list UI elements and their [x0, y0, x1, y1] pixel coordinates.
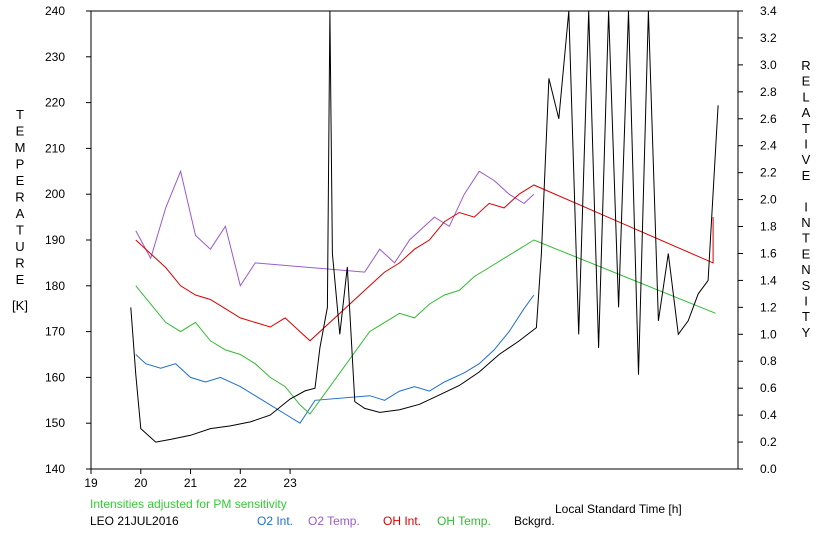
y-right-tick-label: 2.8 — [760, 85, 777, 99]
legend-item: OH Temp. — [437, 514, 491, 528]
y-left-tick-label: 150 — [45, 416, 65, 430]
y-right-tick-label: 1.4 — [760, 273, 777, 287]
y-left-tick-label: 140 — [45, 462, 65, 476]
y-left-tick-label: 240 — [45, 4, 65, 18]
y-right-tick-label: 1.8 — [760, 220, 777, 234]
station-date: LEO 21JUL2016 — [90, 514, 179, 528]
series-layer — [130, 10, 719, 443]
y-right-tick-label: 3.2 — [760, 31, 777, 45]
y-right-tick-label: 0.6 — [760, 381, 777, 395]
y-left-tick-label: 210 — [45, 141, 65, 155]
sensitivity-note: Intensities adjusted for PM sensitivity — [90, 497, 287, 511]
y-right-tick-label: 2.6 — [760, 112, 777, 126]
series-o2-temp — [135, 169, 535, 288]
y-right-tick-label: 2.0 — [760, 193, 777, 207]
legend-item: OH Int. — [383, 514, 422, 528]
y-right-tick-label: 3.0 — [760, 58, 777, 72]
y-right-tick-label: 0.2 — [760, 435, 777, 449]
y-right-tick-label: 0.4 — [760, 408, 777, 422]
x-tick-label: 21 — [184, 476, 198, 490]
x-tick-label: 23 — [283, 476, 297, 490]
y-left-tick-label: 230 — [45, 50, 65, 64]
y-left-tick-label: 190 — [45, 233, 65, 247]
y-right-tick-label: 0.8 — [760, 354, 777, 368]
y-right-tick-label: 0.0 — [760, 462, 777, 476]
y-left-tick-label: 180 — [45, 279, 65, 293]
y-axis-left-unit: [K] — [12, 298, 28, 313]
x-axis-label: Local Standard Time [h] — [555, 502, 682, 516]
axes: 1920212223012345678140150160170180190200… — [45, 4, 777, 490]
legend-item: Bckgrd. — [514, 514, 555, 528]
series-oh-int — [135, 184, 714, 342]
y-right-tick-label: 2.4 — [760, 139, 777, 153]
series-bckgrd — [130, 10, 719, 443]
y-right-tick-label: 1.2 — [760, 300, 777, 314]
plot-frame — [90, 10, 739, 470]
series-o2-int — [135, 294, 535, 424]
legend-item: O2 Int. — [257, 514, 294, 528]
x-tick-label: 22 — [234, 476, 248, 490]
y-left-tick-label: 220 — [45, 96, 65, 110]
y-left-tick-label: 170 — [45, 325, 65, 339]
y-right-tick-label: 3.4 — [760, 4, 777, 18]
y-right-tick-label: 2.2 — [760, 166, 777, 180]
legend-item: O2 Temp. — [308, 514, 360, 528]
y-left-tick-label: 200 — [45, 187, 65, 201]
series-oh-temp — [135, 239, 716, 415]
x-tick-label: 19 — [84, 476, 98, 490]
y-right-tick-label: 1.6 — [760, 246, 777, 260]
y-right-tick-label: 1.0 — [760, 327, 777, 341]
x-tick-label: 20 — [134, 476, 148, 490]
y-left-tick-label: 160 — [45, 370, 65, 384]
